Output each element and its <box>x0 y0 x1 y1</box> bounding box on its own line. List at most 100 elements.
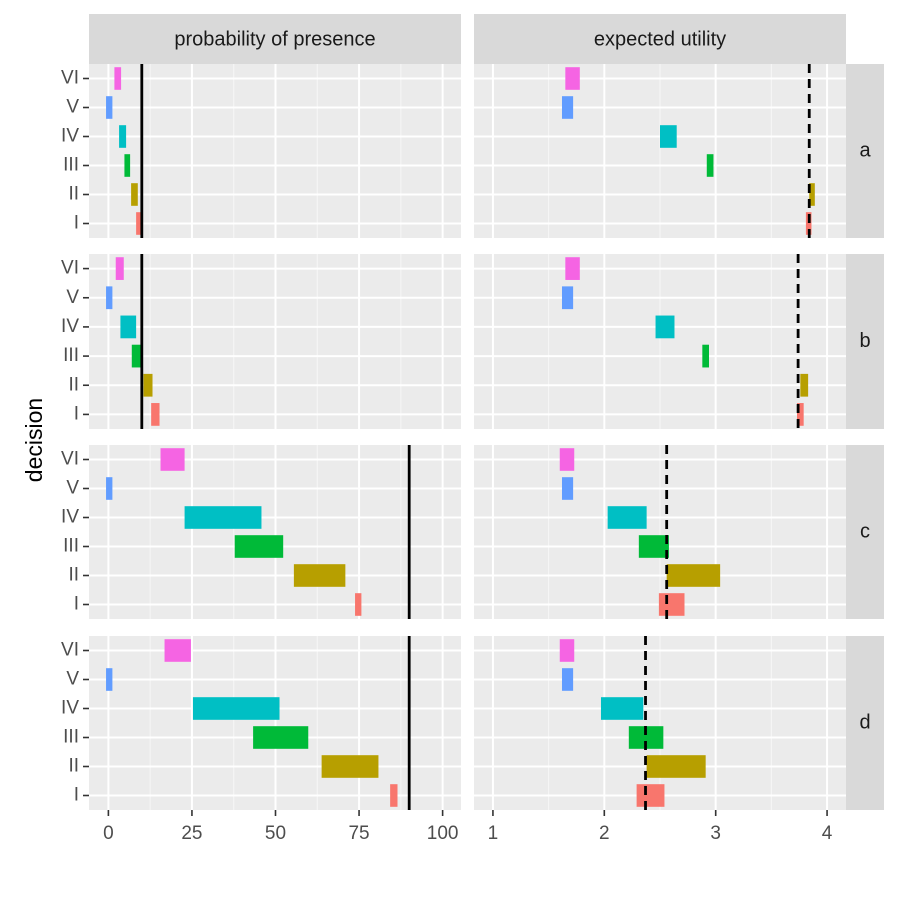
range-bar-a-prob-II <box>131 183 138 206</box>
y-tick-label-b-IV: IV <box>61 316 79 337</box>
panel-a-prob <box>89 64 461 238</box>
range-bar-c-eu-III <box>638 535 669 558</box>
range-bar-a-eu-II <box>809 183 815 206</box>
panels <box>89 64 846 810</box>
range-bar-c-eu-II <box>666 564 721 587</box>
range-bar-d-prob-III <box>253 726 309 749</box>
range-bar-d-eu-II <box>646 755 706 778</box>
range-bar-c-eu-V <box>561 477 574 500</box>
range-bar-a-eu-I <box>805 212 812 235</box>
column-strip-label-prob: probability of presence <box>174 28 375 50</box>
range-bar-a-prob-I <box>136 212 142 235</box>
range-bar-a-prob-V <box>106 96 113 119</box>
range-bar-b-prob-I <box>151 403 160 426</box>
y-tick-label-c-II: II <box>68 565 79 586</box>
range-bar-d-eu-III <box>628 726 664 749</box>
range-bar-a-prob-VI <box>114 67 122 90</box>
x-tick-label-prob-100: 100 <box>427 823 459 844</box>
y-tick-label-a-IV: IV <box>61 126 79 147</box>
range-bar-b-eu-II <box>800 373 809 397</box>
range-bar-a-eu-V <box>561 96 574 119</box>
x-tick-label-eu-2: 2 <box>599 823 610 844</box>
y-tick-label-b-I: I <box>74 403 79 424</box>
y-tick-label-d-IV: IV <box>61 698 79 719</box>
y-tick-label-a-II: II <box>68 184 79 205</box>
range-bar-d-prob-I <box>390 784 398 807</box>
range-bar-c-eu-I <box>658 593 685 616</box>
range-bar-a-eu-IV <box>660 125 677 148</box>
x-tick-label-eu-4: 4 <box>822 823 833 844</box>
x-tick-label-eu-3: 3 <box>710 823 721 844</box>
y-tick-label-a-III: III <box>63 155 79 176</box>
y-tick-label-b-III: III <box>63 345 79 366</box>
range-bar-b-eu-V <box>561 286 574 310</box>
panel-b-eu <box>474 254 846 429</box>
panel-d-prob <box>89 636 461 810</box>
x-tick-label-prob-50: 50 <box>265 823 286 844</box>
range-bar-d-prob-V <box>106 668 113 691</box>
range-bar-d-eu-IV <box>600 697 644 720</box>
range-bar-c-prob-VI <box>160 448 185 471</box>
range-bar-c-prob-V <box>106 477 113 500</box>
row-strip-c <box>846 445 884 619</box>
row-strip-d <box>846 636 884 810</box>
range-bar-a-prob-IV <box>119 125 127 148</box>
range-bar-b-eu-IV <box>655 315 675 339</box>
y-tick-label-b-VI: VI <box>61 258 79 279</box>
row-strip-label-d: d <box>859 711 870 733</box>
range-bar-c-prob-IV <box>184 506 262 529</box>
panel-d-eu <box>474 636 846 810</box>
axes: IIIIIIIVVVIIIIIIIIVVVIIIIIIIIVVVIIIIIIII… <box>61 68 833 845</box>
y-tick-label-d-III: III <box>63 727 79 748</box>
row-strip-b <box>846 254 884 429</box>
y-tick-label-a-V: V <box>66 97 79 118</box>
column-strip-label-eu: expected utility <box>594 28 726 50</box>
panel-c-prob <box>89 445 461 619</box>
y-tick-label-d-I: I <box>74 785 79 806</box>
range-bar-a-eu-III <box>706 154 714 177</box>
panel-b-prob <box>89 254 461 429</box>
row-strip-label-c: c <box>860 520 870 542</box>
row-strip-label-b: b <box>859 330 870 352</box>
range-bar-a-eu-VI <box>565 67 580 90</box>
range-bar-c-eu-IV <box>607 506 647 529</box>
range-bar-c-prob-I <box>355 593 362 616</box>
range-bar-d-eu-VI <box>559 639 575 662</box>
range-bar-b-prob-III <box>131 344 143 368</box>
y-tick-label-c-IV: IV <box>61 507 79 528</box>
y-tick-label-c-VI: VI <box>61 449 79 470</box>
range-bar-d-prob-II <box>321 755 379 778</box>
range-bar-a-prob-III <box>124 154 131 177</box>
column-strip-eu <box>474 14 846 64</box>
y-tick-label-b-V: V <box>66 287 79 308</box>
range-bar-b-eu-I <box>796 403 804 426</box>
row-strip-a <box>846 64 884 238</box>
range-bar-b-prob-IV <box>120 315 137 339</box>
y-tick-label-c-III: III <box>63 536 79 557</box>
range-bar-b-prob-V <box>106 286 113 310</box>
range-bar-b-eu-VI <box>565 257 580 280</box>
y-tick-label-d-VI: VI <box>61 640 79 661</box>
range-bar-d-eu-I <box>636 784 665 807</box>
column-strip-prob <box>89 14 461 64</box>
panel-c-eu <box>474 445 846 619</box>
y-axis-title: decision <box>21 398 47 482</box>
range-bar-b-prob-VI <box>115 257 124 280</box>
y-tick-label-a-VI: VI <box>61 68 79 89</box>
x-tick-label-eu-1: 1 <box>488 823 499 844</box>
y-tick-label-c-V: V <box>66 478 79 499</box>
x-tick-label-prob-75: 75 <box>348 823 369 844</box>
range-bar-c-prob-III <box>234 535 284 558</box>
range-bar-c-eu-VI <box>559 448 575 471</box>
facet-strips: probability of presence expected utility a… <box>89 14 884 810</box>
range-bar-d-prob-IV <box>192 697 280 720</box>
range-bar-b-prob-II <box>143 373 153 397</box>
panel-a-eu <box>474 64 846 238</box>
x-tick-label-prob-0: 0 <box>103 823 114 844</box>
y-tick-label-d-II: II <box>68 756 79 777</box>
y-tick-label-a-I: I <box>74 213 79 234</box>
range-bar-c-prob-II <box>293 564 346 587</box>
y-tick-label-c-I: I <box>74 594 79 615</box>
range-bar-b-eu-III <box>702 344 710 368</box>
